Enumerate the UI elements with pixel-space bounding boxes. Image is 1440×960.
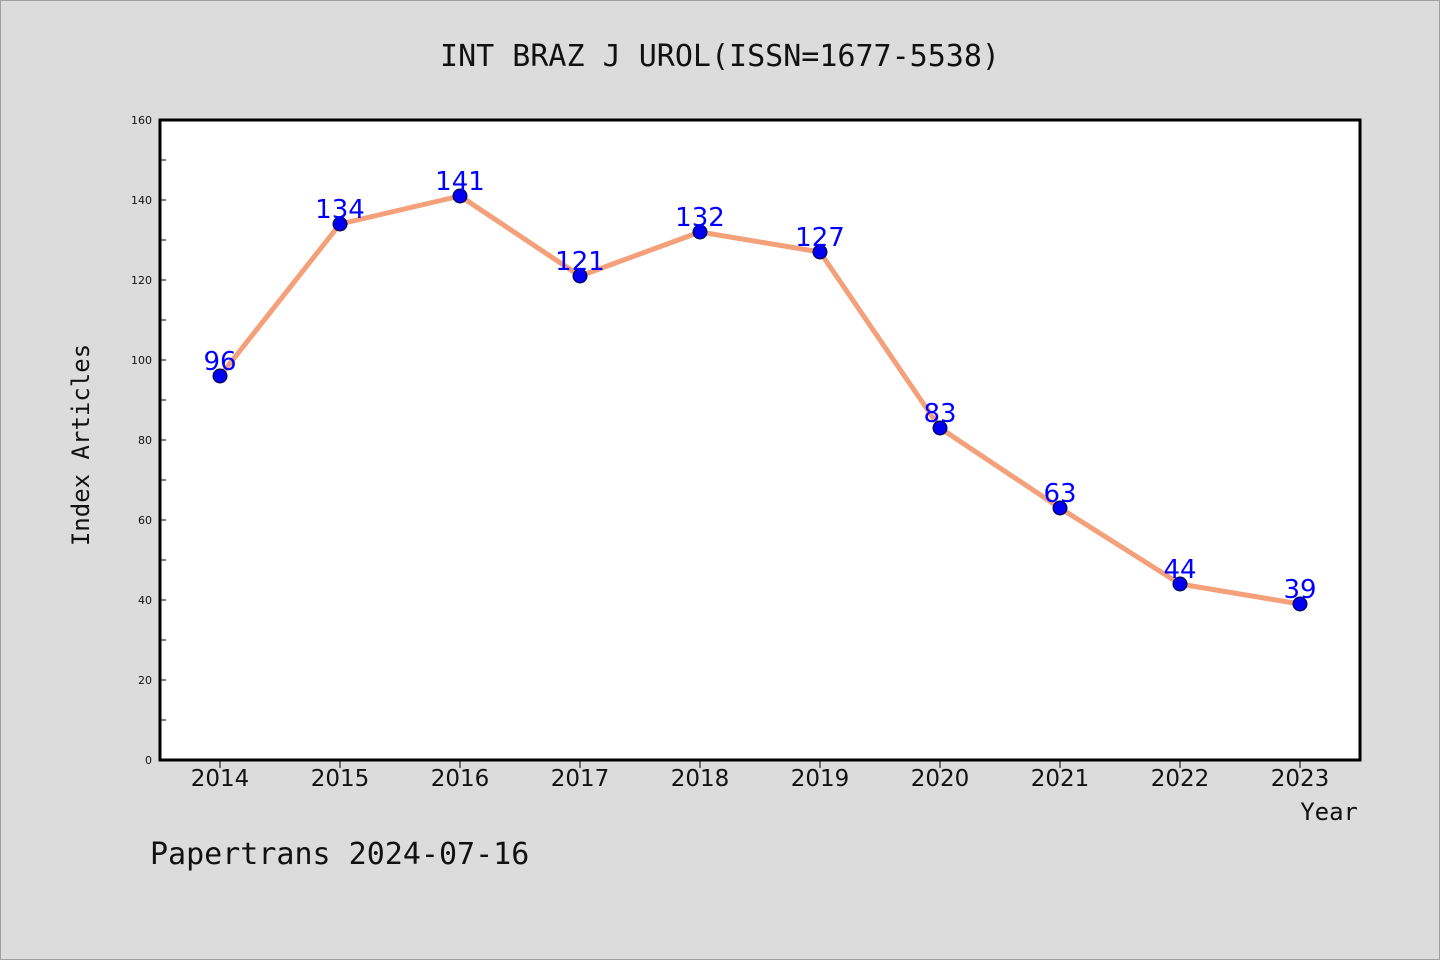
chart-title: INT BRAZ J UROL(ISSN=1677-5538) [440, 39, 1000, 74]
data-point [692, 224, 708, 240]
y-tick-label: 120 [131, 274, 152, 287]
x-tick-label: 2019 [791, 766, 850, 792]
y-tick-label: 0 [145, 754, 152, 767]
y-tick-label: 140 [131, 194, 152, 207]
data-point [1172, 576, 1188, 592]
x-axis-ticks: 2014 2015 2016 2017 2018 2019 2020 2021 2022 2023 [191, 760, 1330, 792]
y-tick-label: 160 [131, 114, 152, 127]
series-line-group [218, 193, 1301, 607]
data-point [1052, 500, 1068, 516]
x-tick-label: 2018 [671, 766, 730, 792]
data-label: 127 [795, 223, 845, 253]
data-label: 132 [675, 203, 725, 233]
x-axis-label: Year [1300, 798, 1358, 826]
y-axis-ticks: 0 20 40 60 80 100 120 140 160 [131, 114, 166, 767]
x-tick-label: 2022 [1151, 766, 1210, 792]
y-tick-label: 100 [131, 354, 152, 367]
y-tick-label: 20 [138, 674, 152, 687]
footer-text: Papertrans 2024-07-16 [150, 837, 529, 872]
y-tick-label: 40 [138, 594, 152, 607]
x-tick-label: 2015 [311, 766, 370, 792]
data-point [572, 268, 588, 284]
x-tick-label: 2017 [551, 766, 610, 792]
data-point [932, 420, 948, 436]
data-label: 44 [1163, 555, 1196, 585]
data-point [452, 188, 468, 204]
data-point [332, 216, 348, 232]
x-tick-label: 2023 [1271, 766, 1330, 792]
data-labels-group: 96 134 141 121 132 127 83 63 44 39 [203, 167, 1316, 605]
data-point [212, 368, 228, 384]
x-tick-label: 2016 [431, 766, 490, 792]
data-point [812, 244, 828, 260]
x-tick-label: 2021 [1031, 766, 1090, 792]
y-tick-label: 60 [138, 514, 152, 527]
plot-area [158, 118, 1362, 762]
data-label: 96 [203, 347, 236, 377]
y-tick-label: 80 [138, 434, 152, 447]
series-line [218, 193, 1301, 607]
data-label: 134 [315, 195, 365, 225]
data-point [1292, 596, 1308, 612]
data-label: 141 [435, 167, 485, 197]
data-label: 83 [923, 399, 956, 429]
data-label: 39 [1283, 575, 1316, 605]
x-tick-label: 2020 [911, 766, 970, 792]
y-axis-label: Index Articles [67, 344, 95, 546]
series-points-group [212, 188, 1308, 612]
data-label: 63 [1043, 479, 1076, 509]
x-tick-label: 2014 [191, 766, 250, 792]
data-label: 121 [555, 247, 605, 277]
